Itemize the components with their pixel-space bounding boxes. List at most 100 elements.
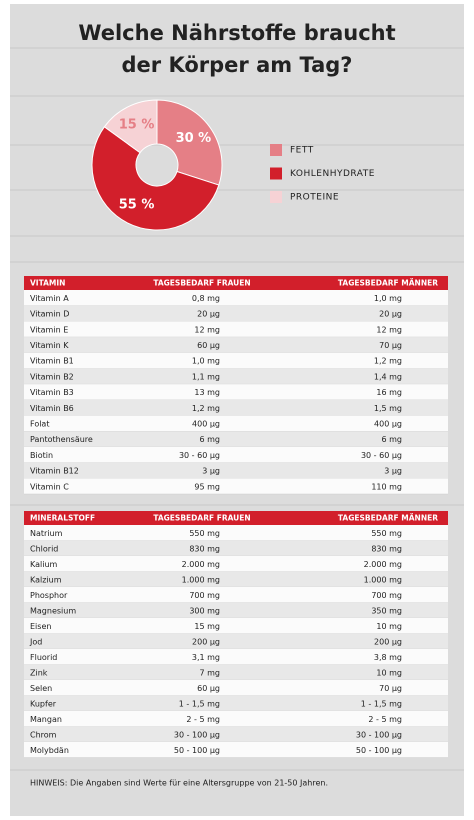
table-cell: 70 µg bbox=[379, 684, 402, 693]
table-cell: 1,0 mg bbox=[192, 357, 220, 366]
table-cell: 2 - 5 mg bbox=[368, 715, 402, 724]
table-cell: 2 - 5 mg bbox=[186, 715, 220, 724]
table-cell: 30 - 60 µg bbox=[179, 451, 220, 460]
table-cell: 200 µg bbox=[374, 637, 402, 646]
table-row-bg bbox=[24, 352, 448, 369]
slice-label: 30 % bbox=[176, 131, 212, 146]
table-row-bg bbox=[24, 556, 448, 572]
table-cell: 550 mg bbox=[371, 529, 402, 538]
table-cell: Jod bbox=[29, 637, 42, 646]
table-cell: Kalium bbox=[30, 560, 58, 569]
table-cell: Biotin bbox=[30, 451, 53, 460]
table-cell: 350 mg bbox=[371, 606, 402, 615]
table-header-bg bbox=[24, 276, 448, 290]
slice-label: 15 % bbox=[119, 117, 155, 132]
table-cell: 700 mg bbox=[189, 591, 220, 600]
table-row-bg bbox=[24, 649, 448, 665]
table-cell: Phosphor bbox=[30, 591, 68, 600]
table-cell: 1,2 mg bbox=[192, 404, 220, 413]
table-cell: 0,8 mg bbox=[192, 294, 220, 303]
table-cell: Vitamin B2 bbox=[30, 372, 74, 381]
table-cell: Folat bbox=[30, 419, 49, 428]
table-cell: Selen bbox=[30, 684, 52, 693]
table-row-bg bbox=[24, 337, 448, 353]
table-row-bg bbox=[24, 742, 448, 758]
legend-swatch bbox=[270, 191, 282, 203]
table-cell: 30 - 100 µg bbox=[174, 730, 220, 739]
table-cell: Vitamin B3 bbox=[30, 388, 74, 397]
table-cell: 1,0 mg bbox=[374, 294, 402, 303]
table-row-bg bbox=[24, 726, 448, 742]
table-row-bg bbox=[24, 680, 448, 696]
table-cell: 50 - 100 µg bbox=[174, 746, 220, 755]
table-header: MINERALSTOFF bbox=[30, 514, 95, 523]
table-cell: 400 µg bbox=[192, 419, 220, 428]
table-cell: 1,5 mg bbox=[374, 404, 402, 413]
table-cell: 3,1 mg bbox=[192, 653, 220, 662]
table-cell: Magnesium bbox=[30, 606, 76, 615]
slice-label: 55 % bbox=[119, 198, 155, 213]
table-cell: Kupfer bbox=[30, 699, 57, 708]
table-cell: 20 µg bbox=[379, 310, 402, 319]
table-cell: 2.000 mg bbox=[182, 560, 220, 569]
table-cell: Natrium bbox=[30, 529, 63, 538]
table-cell: 3,8 mg bbox=[374, 653, 402, 662]
table-cell: 1.000 mg bbox=[182, 575, 220, 584]
table-cell: 830 mg bbox=[371, 544, 402, 553]
table-cell: 200 µg bbox=[192, 637, 220, 646]
table-cell: 3 µg bbox=[202, 467, 220, 476]
table-cell: Kalzium bbox=[30, 575, 62, 584]
table-cell: 1 - 1,5 mg bbox=[179, 699, 220, 708]
legend-swatch bbox=[270, 144, 282, 156]
table-row-bg bbox=[24, 540, 448, 556]
table-row-bg bbox=[24, 399, 448, 416]
table-cell: Vitamin A bbox=[30, 294, 69, 303]
table-row-bg bbox=[24, 711, 448, 727]
table-cell: 10 mg bbox=[376, 622, 402, 631]
table-cell: Vitamin C bbox=[30, 482, 69, 491]
table-row-bg bbox=[24, 462, 448, 479]
table-cell: 30 - 100 µg bbox=[356, 730, 402, 739]
table-cell: Molybdän bbox=[30, 746, 69, 755]
wood-planks bbox=[10, 47, 464, 771]
title-line: der Körper am Tag? bbox=[122, 53, 353, 77]
table-header: TAGESBEDARF MÄNNER bbox=[338, 514, 438, 523]
pie-slice bbox=[103, 99, 158, 154]
table-cell: 70 µg bbox=[379, 341, 402, 350]
table-row-bg bbox=[24, 321, 448, 338]
table-header: TAGESBEDARF FRAUEN bbox=[153, 514, 250, 523]
table-cell: Vitamin B12 bbox=[30, 467, 79, 476]
table-row-bg bbox=[24, 290, 448, 306]
table-cell: 550 mg bbox=[189, 529, 220, 538]
table-cell: 15 mg bbox=[194, 622, 220, 631]
table-header: VITAMIN bbox=[30, 279, 65, 288]
table-cell: 30 - 60 µg bbox=[361, 451, 402, 460]
table-cell: 6 mg bbox=[381, 435, 402, 444]
pie-slice bbox=[91, 126, 220, 231]
table-row-bg bbox=[24, 664, 448, 680]
table-cell: Vitamin D bbox=[30, 310, 69, 319]
table-row-bg bbox=[24, 571, 448, 587]
legend-swatch bbox=[270, 167, 282, 180]
table-row-bg bbox=[24, 447, 448, 463]
table-cell: 16 mg bbox=[376, 388, 402, 397]
table-cell: 1.000 mg bbox=[364, 575, 402, 584]
table-cell: 7 mg bbox=[199, 668, 220, 677]
table-cell: Vitamin E bbox=[30, 325, 68, 334]
table-cell: 12 mg bbox=[376, 325, 402, 334]
table-cell: 830 mg bbox=[189, 544, 220, 553]
table-cell: 300 mg bbox=[189, 606, 220, 615]
table-row-bg bbox=[24, 602, 448, 618]
table-cell: Chlorid bbox=[30, 544, 58, 553]
table-header-bg bbox=[24, 511, 448, 525]
table-cell: 60 µg bbox=[197, 341, 220, 350]
table-row-bg bbox=[24, 618, 448, 634]
table-row-bg bbox=[24, 478, 448, 495]
table-cell: Vitamin B6 bbox=[30, 404, 74, 413]
table-cell: 95 mg bbox=[194, 482, 220, 491]
table-cell: 1,1 mg bbox=[192, 372, 220, 381]
table-header: TAGESBEDARF MÄNNER bbox=[338, 279, 438, 288]
table-cell: Mangan bbox=[30, 715, 62, 724]
table-cell: 3 µg bbox=[384, 467, 402, 476]
